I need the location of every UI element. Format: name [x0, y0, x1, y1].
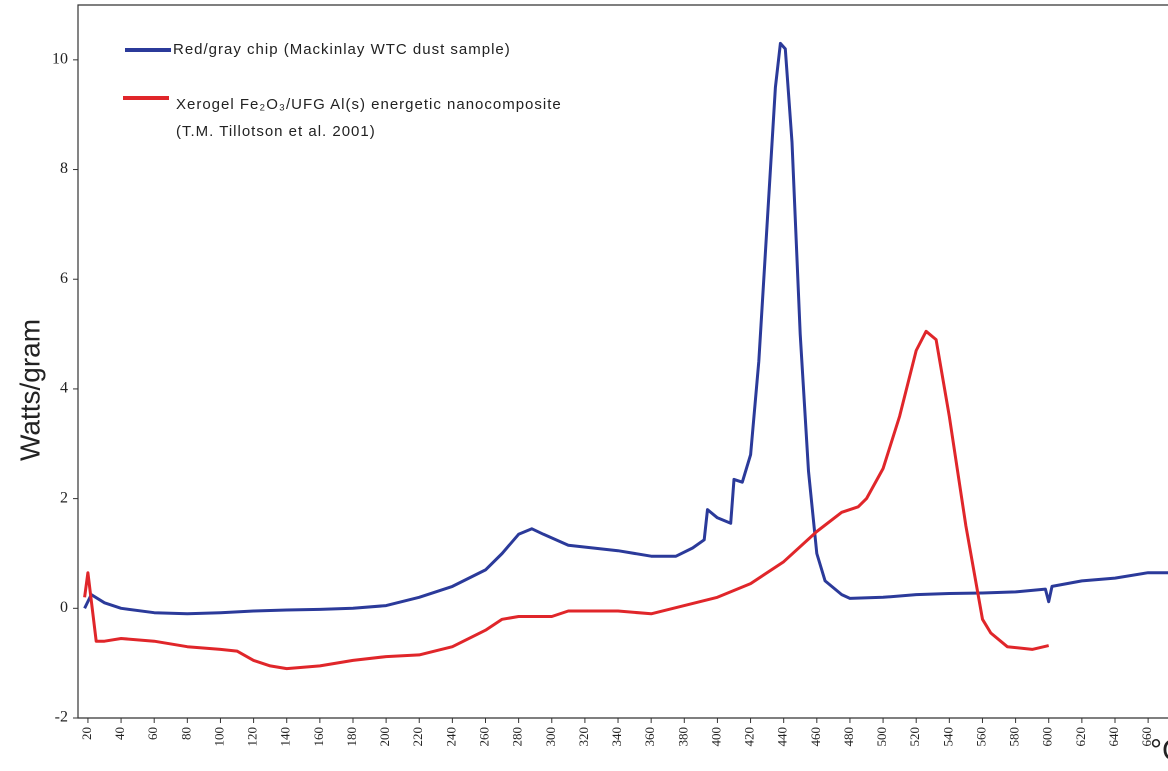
x-tick-label: 640 — [1106, 727, 1121, 747]
x-tick-label: 160 — [311, 727, 326, 747]
y-tick-label: 0 — [60, 599, 68, 616]
legend-label: Xerogel Fe₂O₃/UFG Al(s) energetic nanoco… — [176, 96, 562, 140]
y-tick-label: 6 — [60, 270, 68, 287]
x-tick-label: 240 — [443, 727, 458, 747]
x-tick-label: 260 — [476, 727, 491, 747]
x-tick-label: 320 — [576, 727, 591, 747]
x-tick-label: 420 — [742, 727, 757, 747]
x-tick-label: 440 — [775, 727, 790, 747]
x-tick-label: 340 — [609, 727, 624, 747]
y-tick-label: -2 — [55, 709, 68, 726]
x-tick-label: 140 — [278, 727, 293, 747]
legend-label: Red/gray chip (Mackinlay WTC dust sample… — [173, 41, 511, 58]
y-tick-label: 8 — [60, 160, 68, 177]
x-tick-label: 360 — [642, 727, 657, 747]
x-tick-label: 500 — [874, 727, 889, 747]
x-tick-label: 280 — [510, 727, 525, 747]
x-tick-label: 40 — [112, 727, 127, 740]
y-tick-label: 2 — [60, 489, 68, 506]
x-tick-label: 300 — [543, 727, 558, 747]
legend-swatch — [125, 48, 171, 52]
x-axis-label: °C — [1150, 734, 1168, 767]
x-tick-label: 600 — [1040, 727, 1055, 747]
x-tick-label: 180 — [344, 727, 359, 747]
x-tick-label: 120 — [245, 727, 260, 747]
legend-swatch — [123, 96, 169, 100]
x-tick-label: 580 — [1007, 727, 1022, 747]
x-tick-label: 80 — [178, 727, 193, 740]
x-tick-label: 660 — [1139, 727, 1154, 747]
x-tick-label: 400 — [708, 727, 723, 747]
y-tick-label: 4 — [60, 380, 68, 397]
x-tick-label: 20 — [79, 727, 94, 740]
data-line — [83, 41, 1168, 616]
x-tick-label: 480 — [841, 727, 856, 747]
plot-frame — [77, 4, 1168, 719]
y-axis-label: Watts/gram — [14, 319, 45, 461]
x-tick-label: 460 — [808, 727, 823, 747]
y-tick-label: 10 — [52, 51, 68, 68]
data-line — [83, 329, 1050, 671]
x-tick-label: 560 — [973, 727, 988, 747]
x-tick-label: 100 — [211, 727, 226, 747]
x-tick-label: 540 — [940, 727, 955, 747]
x-tick-label: 380 — [675, 727, 690, 747]
x-tick-label: 520 — [907, 727, 922, 747]
x-tick-label: 200 — [377, 727, 392, 747]
x-tick-label: 620 — [1073, 727, 1088, 747]
x-tick-label: 220 — [410, 727, 425, 747]
x-tick-label: 60 — [145, 727, 160, 740]
